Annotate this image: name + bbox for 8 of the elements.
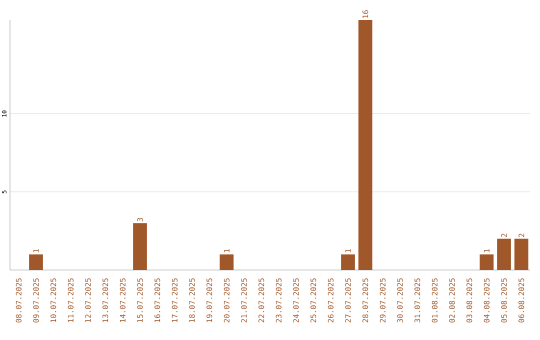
bar (497, 238, 511, 270)
bar (341, 254, 355, 270)
bar (358, 20, 372, 270)
bar (480, 254, 494, 270)
bar (133, 223, 147, 270)
bar (220, 254, 234, 270)
bar (29, 254, 43, 270)
bar (514, 238, 528, 270)
